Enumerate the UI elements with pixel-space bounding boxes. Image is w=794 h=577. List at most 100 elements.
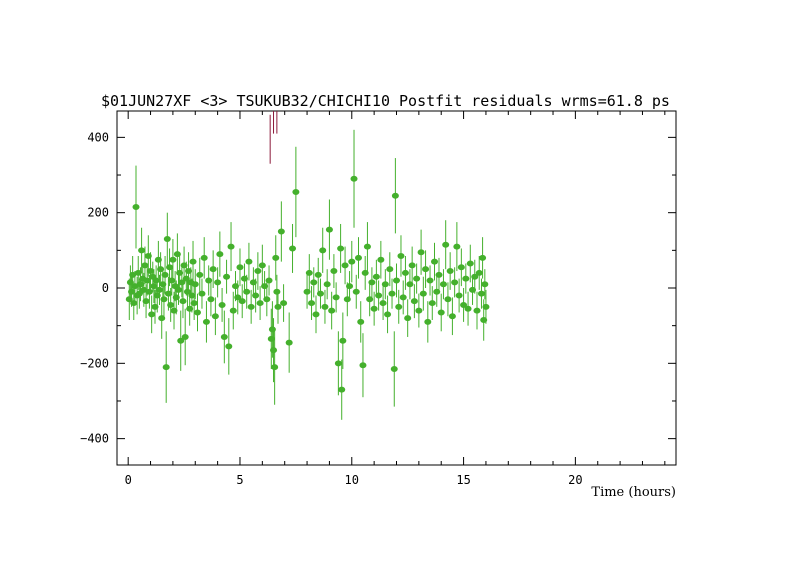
data-point [473, 307, 481, 314]
data-point [310, 279, 318, 286]
data-point [308, 300, 316, 307]
data-point [173, 251, 181, 258]
data-point [399, 294, 407, 301]
data-point [205, 277, 213, 284]
data-point [312, 311, 320, 318]
y-tick-label: 0 [102, 281, 109, 295]
data-point [341, 262, 349, 269]
data-point [477, 290, 485, 297]
data-point [442, 241, 450, 248]
data-point [162, 364, 170, 371]
data-point [359, 362, 367, 369]
x-tick-label: 15 [456, 473, 470, 487]
data-point [236, 264, 244, 271]
data-point [455, 292, 463, 299]
data-point [381, 281, 389, 288]
data-point [270, 347, 278, 354]
data-point [289, 245, 297, 252]
data-point [332, 294, 340, 301]
data-point [419, 290, 427, 297]
x-tick-label: 10 [345, 473, 359, 487]
data-point [256, 300, 264, 307]
data-point [348, 258, 356, 265]
data-point [393, 277, 400, 284]
data-point [177, 337, 185, 344]
data-point [277, 228, 285, 235]
data-point [426, 277, 434, 284]
data-point [386, 266, 394, 273]
data-point [238, 298, 246, 305]
y-tick-label: 200 [87, 206, 109, 220]
data-point [337, 245, 345, 252]
data-point [361, 269, 369, 276]
data-point [292, 188, 300, 195]
data-point [158, 315, 166, 322]
data-point [252, 292, 260, 299]
data-point [135, 290, 143, 297]
data-point [168, 277, 176, 284]
x-axis-label: Time (hours) [591, 485, 676, 500]
data-point [280, 300, 288, 307]
data-point [384, 311, 392, 318]
data-point [466, 260, 474, 267]
data-point [451, 279, 459, 286]
outlier-series [269, 111, 278, 164]
data-point [207, 296, 215, 303]
axis-ticks [117, 111, 676, 465]
data-point [189, 258, 197, 265]
data-point [179, 298, 187, 305]
data-point [193, 309, 201, 316]
data-point [216, 251, 224, 258]
data-point [218, 301, 226, 308]
data-point [130, 300, 138, 307]
data-point [196, 271, 204, 278]
data-point [464, 305, 472, 312]
data-point [132, 204, 140, 211]
data-point [145, 288, 153, 295]
data-point [439, 281, 447, 288]
residual-series [125, 129, 490, 420]
data-point [339, 337, 347, 344]
data-point [424, 318, 432, 325]
data-point [274, 303, 282, 310]
data-point [209, 266, 217, 273]
data-point [200, 254, 208, 261]
data-point [391, 192, 399, 199]
data-point [444, 296, 452, 303]
x-tick-label: 20 [568, 473, 582, 487]
data-point [198, 290, 206, 297]
data-point [435, 271, 443, 278]
data-point [155, 286, 163, 293]
data-point [181, 333, 189, 340]
data-point [346, 283, 354, 290]
data-point [431, 258, 439, 265]
data-point [334, 360, 342, 367]
data-point [479, 254, 487, 261]
data-point [422, 266, 430, 273]
data-point [319, 247, 327, 254]
data-point [446, 268, 454, 275]
data-point [462, 275, 470, 282]
data-point [273, 288, 281, 295]
data-point [448, 313, 456, 320]
data-point [330, 268, 338, 275]
data-point [390, 365, 398, 372]
data-point [211, 313, 219, 320]
data-point [437, 309, 445, 316]
data-point [368, 279, 376, 286]
data-point [148, 311, 156, 318]
data-point [352, 288, 360, 295]
data-point [453, 243, 461, 250]
data-point [220, 333, 228, 340]
data-point [265, 277, 273, 284]
data-point [370, 305, 378, 312]
data-point [243, 288, 251, 295]
x-tick-label: 5 [236, 473, 243, 487]
data-point [379, 300, 387, 307]
data-point [152, 277, 160, 284]
y-tick-label: 400 [87, 130, 109, 144]
data-point [408, 262, 416, 269]
chart-title: $01JUN27XF <3> TSUKUB32/CHICHI10 Postfit… [101, 92, 670, 110]
data-point [404, 315, 412, 322]
data-point [142, 298, 150, 305]
